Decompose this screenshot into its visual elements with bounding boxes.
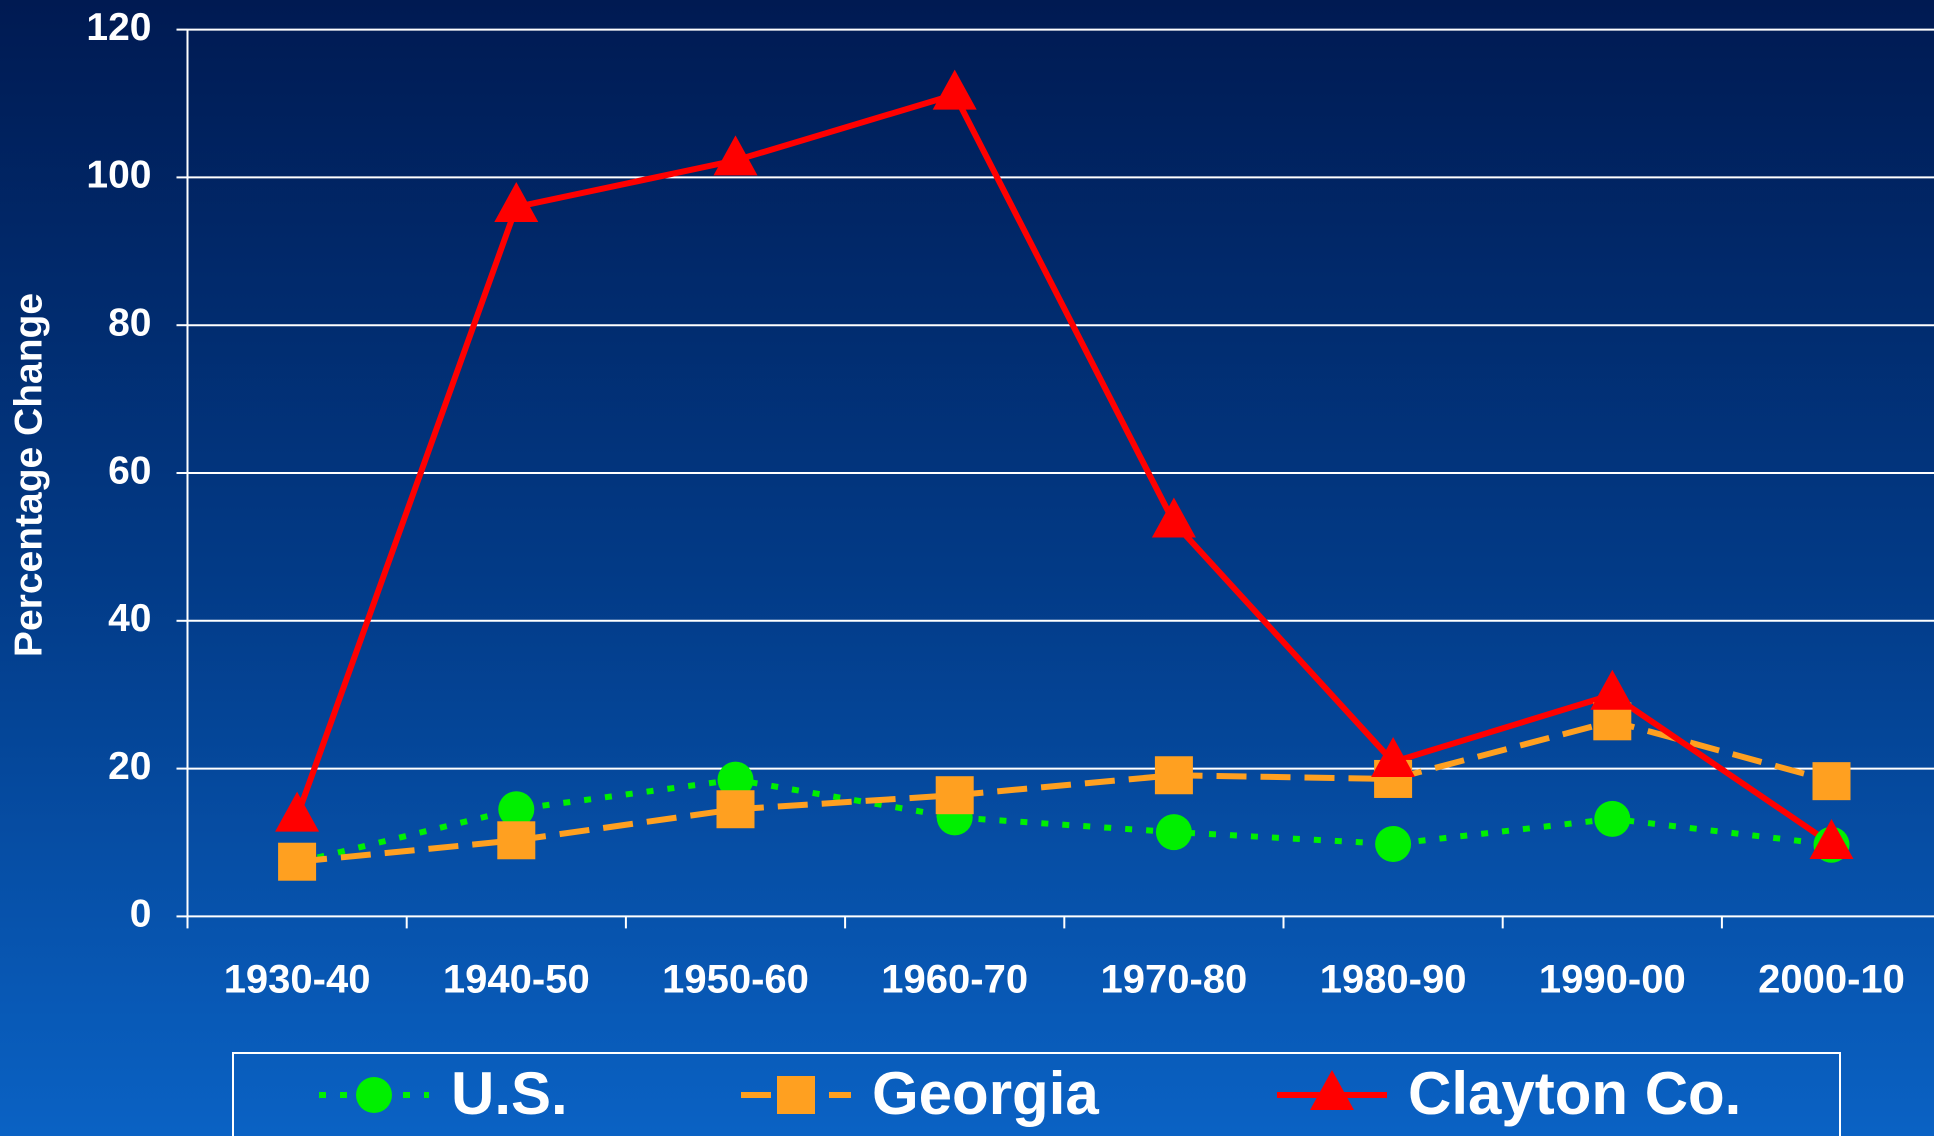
marker [935,776,974,815]
legend-label: Georgia [872,1060,1099,1127]
x-tick-label: 1930-40 [224,958,371,1002]
y-tick-label: 80 [108,301,151,344]
legend-marker [1310,1070,1354,1110]
x-tick-label: 2000-10 [1758,958,1905,1002]
legend-marker [356,1077,392,1113]
y-tick-label: 40 [108,597,151,640]
legend-box [232,1052,1841,1136]
y-tick-label: 120 [86,6,151,49]
marker [932,69,977,110]
marker [497,821,536,860]
series-line [296,718,1833,865]
y-tick-label: 100 [86,154,151,197]
legend-label: U.S. [451,1060,568,1127]
marker [1375,825,1412,862]
marker [1809,818,1854,859]
marker [278,842,317,881]
x-tick-label: 1940-50 [443,958,590,1002]
marker [275,791,320,832]
x-tick-label: 1990-00 [1539,958,1686,1002]
legend-marker [777,1076,815,1114]
legend-label: Clayton Co. [1408,1060,1741,1127]
marker [1154,756,1193,795]
y-tick-label: 60 [108,449,151,492]
marker [1151,497,1196,538]
marker [1155,814,1192,851]
series-line [296,776,1832,866]
marker [1812,762,1851,801]
marker [1594,800,1631,837]
y-tick-label: 0 [130,893,152,936]
y-tick-label: 20 [108,745,151,788]
x-tick-label: 1960-70 [881,958,1028,1002]
y-axis-title: Percentage Change [7,293,50,657]
x-tick-label: 1980-90 [1320,958,1467,1002]
marker [1371,736,1416,777]
marker [716,790,755,829]
marker [498,791,535,828]
marker [494,181,539,222]
x-tick-label: 1950-60 [662,958,809,1002]
marker [1590,669,1635,710]
x-tick-label: 1970-80 [1101,958,1248,1002]
series-line [294,91,1834,847]
marker [717,761,754,798]
marker [713,135,758,176]
